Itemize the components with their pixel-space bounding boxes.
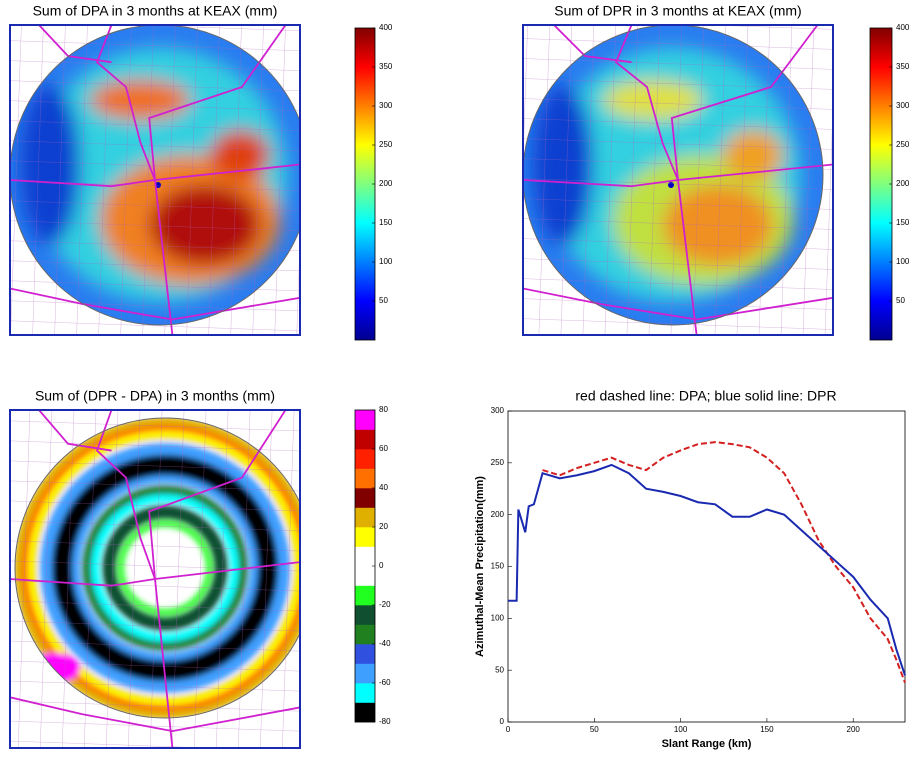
colorbar (355, 28, 375, 340)
map-frame (522, 24, 834, 336)
colorbar-tick-label: 150 (379, 218, 393, 227)
colorbar-band (355, 410, 375, 430)
colorbar-tick-label: 250 (379, 140, 393, 149)
colorbar-band (355, 702, 375, 723)
colorbar-tick-label: 400 (896, 23, 910, 32)
colorbar-band (355, 566, 375, 586)
map-layer (523, 25, 833, 335)
colorbar-band (355, 663, 375, 684)
colorbar-tick-label: 100 (896, 257, 910, 266)
panel-title: red dashed line: DPA; blue solid line: D… (575, 388, 836, 404)
y-axis-label: Azimuthal-Mean Precipitation(mm) (474, 476, 486, 657)
colorbar-band (355, 546, 375, 567)
y-tick-label: 100 (491, 613, 505, 622)
colorbar-band (355, 585, 375, 606)
colorbar-tick-label: 200 (379, 179, 393, 188)
colorbar-band (355, 429, 375, 450)
x-tick-label: 50 (590, 725, 599, 734)
colorbar (870, 28, 892, 340)
colorbar-tick-label: 300 (896, 101, 910, 110)
x-tick-label: 100 (674, 725, 688, 734)
colorbar-tick-label: 250 (896, 140, 910, 149)
panel-title: Sum of (DPR - DPA) in 3 months (mm) (35, 388, 275, 404)
y-tick-label: 50 (495, 665, 504, 674)
x-axis-label: Slant Range (km) (662, 738, 752, 750)
colorbar-tick-label: 150 (896, 218, 910, 227)
y-tick-label: 0 (500, 717, 505, 726)
colorbar-tick-label: -60 (379, 678, 391, 687)
colorbar-tick-label: 50 (379, 296, 388, 305)
colorbar-tick-label: 300 (379, 101, 393, 110)
colorbar-band (355, 644, 375, 664)
x-tick-label: 150 (760, 725, 774, 734)
y-tick-label: 300 (491, 406, 505, 415)
range-ring (14, 417, 300, 719)
x-tick-label: 0 (506, 725, 511, 734)
map-layer (10, 410, 300, 748)
colorbar-band (355, 683, 375, 703)
colorbar-band (355, 527, 375, 547)
panel-title: Sum of DPA in 3 months at KEAX (mm) (33, 3, 278, 19)
colorbar-tick-label: 100 (379, 257, 393, 266)
colorbar-tick-label: 350 (379, 62, 393, 71)
radar-map (9, 409, 301, 749)
map-frame (9, 24, 301, 336)
x-tick-label: 200 (847, 725, 861, 734)
map-layer (10, 25, 300, 335)
colorbar-tick-label: -40 (379, 639, 391, 648)
y-tick-label: 200 (491, 510, 505, 519)
colorbar-tick-label: 80 (379, 405, 388, 414)
colorbar-tick-label: -20 (379, 600, 391, 609)
colorbar-tick-label: 200 (896, 179, 910, 188)
radar-map (9, 24, 301, 336)
series-line (508, 463, 906, 676)
colorbar-band (355, 624, 375, 645)
series-line (542, 441, 906, 683)
colorbar-tick-label: 20 (379, 522, 388, 531)
colorbar-band (355, 488, 375, 508)
state-border (10, 25, 300, 335)
colorbar-tick-label: 40 (379, 483, 388, 492)
colorbar-tick-label: 350 (896, 62, 910, 71)
colorbar-band (355, 468, 375, 489)
range-ring (10, 25, 300, 326)
range-ring (523, 25, 824, 326)
colorbar-tick-label: 0 (379, 561, 384, 570)
map-frame (9, 409, 301, 749)
colorbar-tick-label: 50 (896, 296, 905, 305)
colorbar-band (355, 449, 375, 469)
panel-title: Sum of DPR in 3 months at KEAX (mm) (554, 3, 801, 19)
plot-frame (507, 410, 906, 723)
y-tick-label: 150 (491, 562, 505, 571)
colorbar-tick-label: 400 (379, 23, 393, 32)
colorbar-tick-label: 60 (379, 444, 388, 453)
colorbar-band (355, 507, 375, 528)
state-border (523, 25, 833, 335)
y-tick-label: 250 (491, 458, 505, 467)
radar-map (522, 24, 834, 336)
colorbar-band (355, 605, 375, 625)
state-border (10, 410, 300, 748)
colorbar-tick-label: -80 (379, 717, 391, 726)
